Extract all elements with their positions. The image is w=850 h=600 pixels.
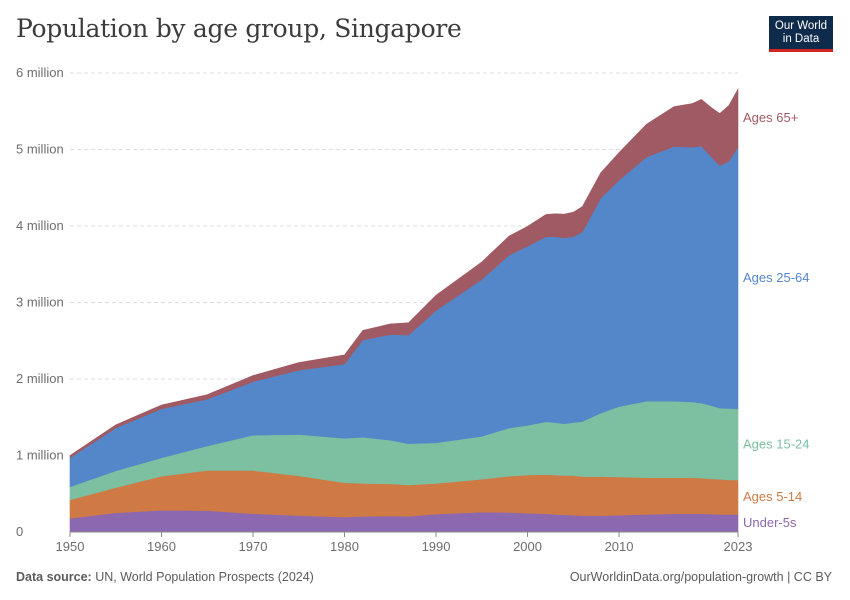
y-tick-label: 4 million — [16, 218, 64, 233]
x-tick-label: 1990 — [422, 539, 451, 554]
y-tick-label: 1 million — [16, 448, 64, 463]
x-tick-label: 2023 — [724, 539, 753, 554]
x-tick-label: 1970 — [239, 539, 268, 554]
series-label-under5: Under-5s — [743, 515, 797, 530]
owid-logo[interactable]: Our World in Data — [769, 16, 833, 52]
x-tick-label: 1960 — [147, 539, 176, 554]
logo-line-2: in Data — [782, 33, 820, 45]
area-age65[interactable] — [69, 87, 739, 459]
x-tick-label: 2000 — [513, 539, 542, 554]
data-source: Data source: UN, World Population Prospe… — [16, 570, 314, 584]
data-source-label: Data source: — [16, 570, 92, 584]
y-tick-label: 0 — [16, 524, 23, 539]
y-tick-label: 3 million — [16, 295, 64, 310]
series-label-age25_64: Ages 25-64 — [743, 270, 810, 285]
data-source-text: UN, World Population Prospects (2024) — [95, 570, 314, 584]
x-tick-label: 2010 — [605, 539, 634, 554]
axes: 0 1 million 2 million 3 million 4 million 5 m… — [16, 65, 752, 554]
series-label-age65: Ages 65+ — [743, 110, 798, 125]
y-tick-label: 6 million — [16, 65, 64, 80]
series-labels: Under-5s Ages 5-14 Ages 15-24 Ages 25-64 Age… — [743, 110, 810, 530]
area-series — [69, 87, 739, 533]
y-tick-label: 5 million — [16, 142, 64, 157]
credit-link[interactable]: OurWorldinData.org/population-growth | C… — [569, 570, 832, 584]
y-tick-label: 2 million — [16, 371, 64, 386]
x-tick-label: 1980 — [330, 539, 359, 554]
chart-title: Population by age group, Singapore — [16, 14, 462, 43]
series-label-age5_14: Ages 5-14 — [743, 489, 802, 504]
series-label-age15_24: Ages 15-24 — [743, 436, 810, 451]
x-tick-label: 1950 — [56, 539, 85, 554]
logo-line-1: Our World — [774, 20, 828, 32]
